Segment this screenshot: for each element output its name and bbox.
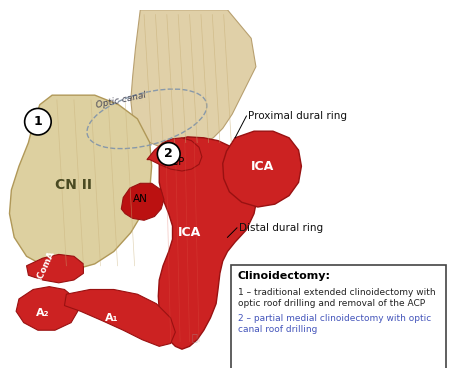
Polygon shape: [27, 254, 83, 283]
Text: Clinoidectomy:: Clinoidectomy:: [238, 271, 331, 280]
Text: 2 – partial medial clinoidectomy with optic: 2 – partial medial clinoidectomy with op…: [238, 314, 431, 323]
Polygon shape: [16, 287, 78, 330]
Polygon shape: [131, 10, 256, 150]
Text: ICA: ICA: [178, 226, 201, 239]
Text: ACP: ACP: [166, 156, 185, 167]
Text: Proximal dural ring: Proximal dural ring: [248, 111, 347, 121]
Text: A₂: A₂: [36, 308, 49, 318]
Text: Distal dural ring: Distal dural ring: [239, 223, 323, 233]
Polygon shape: [9, 95, 152, 271]
Text: ✋: ✋: [191, 332, 197, 342]
Polygon shape: [121, 183, 164, 220]
Text: AN: AN: [133, 194, 148, 204]
Circle shape: [157, 143, 180, 165]
Text: CN II: CN II: [55, 178, 92, 192]
Text: 1: 1: [34, 115, 42, 128]
Polygon shape: [64, 290, 175, 346]
Polygon shape: [147, 138, 202, 171]
Text: ICA: ICA: [251, 160, 274, 173]
Text: Optic canal: Optic canal: [95, 90, 147, 110]
Text: 1 – traditional extended clinoidectomy with: 1 – traditional extended clinoidectomy w…: [238, 288, 436, 297]
Polygon shape: [223, 131, 301, 207]
Text: canal roof drilling: canal roof drilling: [238, 325, 317, 335]
Text: AComA: AComA: [34, 249, 57, 286]
Text: A₁: A₁: [105, 313, 118, 323]
FancyBboxPatch shape: [231, 265, 447, 369]
Circle shape: [25, 108, 51, 135]
Polygon shape: [158, 137, 258, 349]
Text: 2: 2: [164, 147, 173, 160]
Text: optic roof drilling and removal of the ACP: optic roof drilling and removal of the A…: [238, 299, 425, 308]
